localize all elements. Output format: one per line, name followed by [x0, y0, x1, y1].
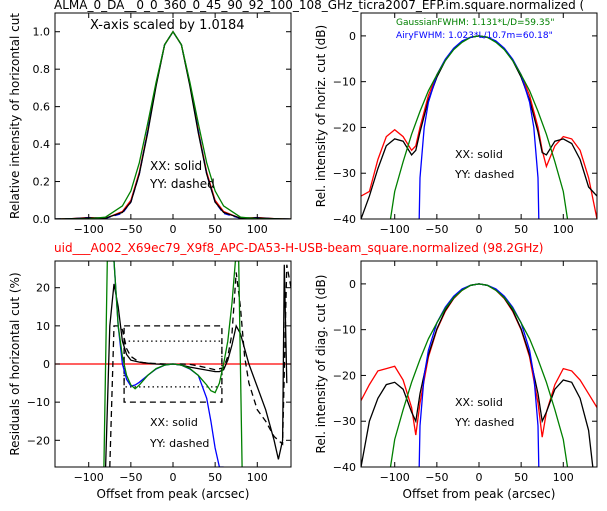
y-tick-label: 10 — [36, 320, 50, 333]
series-line-green-solid-3 — [389, 283, 569, 467]
y-tick-label: −20 — [333, 369, 356, 382]
series-line-black-dashed-2 — [109, 264, 291, 467]
series-group — [55, 261, 291, 467]
x-tick-label: −50 — [119, 223, 142, 236]
y-tick-label: 1.0 — [33, 26, 51, 39]
y-axis-label: Rel. intensity of horiz. cut (dB) — [314, 25, 328, 207]
y-tick-label: 0.2 — [33, 176, 51, 189]
y-tick-label: −30 — [333, 167, 356, 180]
x-tick-label: 50 — [514, 223, 528, 236]
x-tick-label: 100 — [553, 471, 574, 484]
series-line-black-rectangle-3 — [123, 325, 223, 403]
x-tick-label: 100 — [553, 223, 574, 236]
x-tick-label: 100 — [247, 223, 268, 236]
y-tick-label: 0 — [349, 278, 356, 291]
x-tick-label: −100 — [74, 223, 104, 236]
panel-top-left: −100 −50 0 50 100 0.0 0.2 0.4 0.6 0.8 1.0 Relative … — [8, 12, 292, 236]
figure-top-title: ALMA_0_DA__0_0_360_0_45_90_92_100_108_GH… — [54, 0, 584, 12]
y-tick-label: 0.8 — [33, 63, 51, 76]
series-line-green-solid-6 — [103, 261, 243, 467]
x-tick-label: 0 — [170, 471, 177, 484]
y-tick-label: 0.6 — [33, 101, 51, 114]
y-axis-label: Rel. intensity of diag. cut (dB) — [314, 275, 328, 454]
panel-bottom-right: −100 −50 0 50 100 0 −10 −20 −30 −40 Rel. intensity… — [314, 260, 598, 501]
x-tick-label: 50 — [208, 471, 222, 484]
y-tick-label: −40 — [333, 213, 356, 226]
x-tick-label: 50 — [514, 471, 528, 484]
x-tick-label: 0 — [170, 223, 177, 236]
annotation-text: XX: solid — [455, 148, 503, 161]
x-axis-label: Offset from peak (arcsec) — [97, 487, 250, 501]
axes-frame — [360, 12, 598, 220]
y-tick-label: 0 — [349, 30, 356, 43]
y-tick-label: 0.4 — [33, 138, 51, 151]
series-line-red-solid-0 — [361, 35, 597, 219]
series-line-green-solid-3 — [55, 30, 291, 219]
series-group — [361, 283, 597, 467]
x-tick-label: 0 — [476, 471, 483, 484]
series-line-black-solid-1 — [361, 283, 594, 467]
annotation-text: AiryFWHM: 1.023*L/10.7m=60.18" — [396, 31, 553, 41]
x-tick-label: 50 — [208, 223, 222, 236]
annotation-text: YY: dashed — [149, 437, 209, 450]
figure-mid-title: uid___A002_X69ec79_X9f8_APC-DA53-H-USB-b… — [54, 241, 543, 255]
y-axis-label: Residuals of horizontal cut (%) — [8, 272, 22, 455]
annotation-text: GaussianFWHM: 1.131*L/D=59.35" — [396, 18, 554, 28]
x-axis-label: Offset from peak (arcsec) — [403, 487, 556, 501]
series-line-black-solid-1 — [361, 35, 597, 219]
x-tick-label: −50 — [425, 471, 448, 484]
y-tick-label: −30 — [333, 415, 356, 428]
y-tick-label: 0 — [43, 358, 50, 371]
x-tick-label: −100 — [380, 471, 410, 484]
annotation-text: X-axis scaled by 1.0184 — [90, 18, 245, 33]
y-axis-label: Relative intensity of horizontal cut — [8, 13, 22, 219]
annotation-text: YY: dashed — [454, 168, 514, 181]
series-line-blue-solid-2 — [418, 283, 540, 467]
axes-frame — [360, 260, 598, 468]
x-tick-label: −50 — [425, 223, 448, 236]
y-tick-label: 0.0 — [33, 213, 51, 226]
x-tick-label: −100 — [74, 471, 104, 484]
series-line-blue-solid-2 — [418, 35, 540, 219]
annotation-text: XX: solid — [150, 159, 202, 173]
y-tick-label: 20 — [36, 282, 50, 295]
x-tick-label: −100 — [380, 223, 410, 236]
y-tick-label: −10 — [333, 76, 356, 89]
x-tick-label: 100 — [247, 471, 268, 484]
annotation-text: YY: dashed — [149, 177, 215, 191]
series-group — [361, 35, 597, 219]
y-tick-label: −10 — [333, 324, 356, 337]
series-group — [55, 30, 291, 219]
annotation-text: XX: solid — [150, 416, 198, 429]
y-tick-label: −20 — [27, 434, 50, 447]
panel-top-right: −100 −50 0 50 100 0 −10 −20 −30 −40 Rel. intensity… — [314, 12, 598, 236]
y-tick-label: −10 — [27, 396, 50, 409]
series-line-green-solid-3 — [389, 35, 569, 219]
y-tick-label: −20 — [333, 121, 356, 134]
annotation-text: XX: solid — [455, 396, 503, 409]
series-line-red-solid-0 — [361, 283, 597, 438]
annotation-text: YY: dashed — [454, 416, 514, 429]
x-tick-label: −50 — [119, 471, 142, 484]
x-tick-label: 0 — [476, 223, 483, 236]
series-line-black-solid-1 — [104, 264, 288, 467]
y-tick-label: −40 — [333, 461, 356, 474]
